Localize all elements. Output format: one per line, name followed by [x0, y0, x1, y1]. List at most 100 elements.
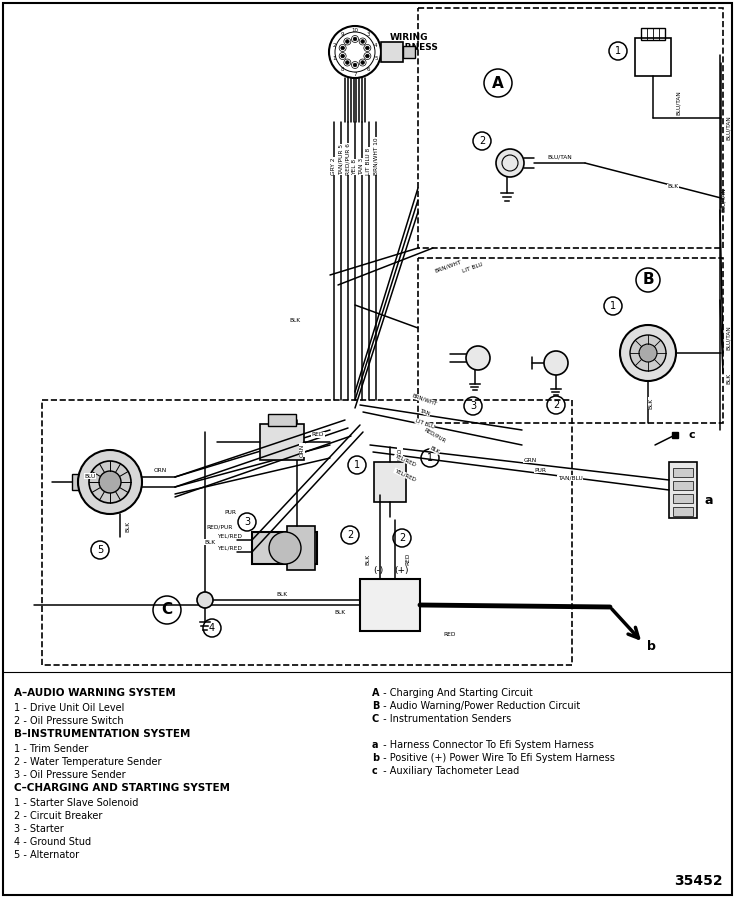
Circle shape [364, 52, 371, 59]
Text: 2: 2 [479, 136, 485, 146]
Circle shape [639, 344, 657, 362]
Text: A: A [372, 688, 379, 698]
Text: C–CHARGING AND STARTING SYSTEM: C–CHARGING AND STARTING SYSTEM [14, 783, 230, 793]
Text: 4: 4 [374, 43, 378, 48]
Text: LIT BLU: LIT BLU [415, 418, 435, 430]
Text: C: C [162, 603, 173, 618]
Text: 2 - Water Temperature Sender: 2 - Water Temperature Sender [14, 757, 162, 767]
Text: 3: 3 [244, 517, 250, 527]
Bar [641, 28, 665, 40]
Circle shape [329, 26, 381, 78]
Circle shape [89, 461, 131, 503]
Text: - Auxiliary Tachometer Lead: - Auxiliary Tachometer Lead [380, 766, 519, 776]
Circle shape [345, 40, 349, 43]
Text: B: B [372, 701, 379, 711]
Bar [673, 507, 693, 516]
Text: BRN/WHT: BRN/WHT [434, 259, 462, 273]
Bar [268, 414, 296, 426]
Text: RED/PUR: RED/PUR [207, 524, 233, 530]
Text: PUR: PUR [534, 468, 546, 472]
Circle shape [351, 36, 359, 42]
Circle shape [361, 61, 365, 65]
Text: 8: 8 [340, 67, 344, 73]
Text: B–INSTRUMENTATION SYSTEM: B–INSTRUMENTATION SYSTEM [14, 729, 190, 739]
Text: HARNESS: HARNESS [390, 43, 438, 52]
Circle shape [339, 52, 346, 59]
Text: - Instrumentation Senders: - Instrumentation Senders [380, 714, 512, 724]
Bar [72, 474, 80, 490]
Text: RED: RED [406, 553, 411, 565]
Text: BLK: BLK [204, 540, 215, 544]
Circle shape [365, 54, 369, 57]
Text: LIT BLU: LIT BLU [462, 262, 484, 274]
Bar [260, 424, 304, 460]
Circle shape [344, 59, 351, 66]
Text: 2 - Circuit Breaker: 2 - Circuit Breaker [14, 811, 102, 821]
Text: YEL/RED: YEL/RED [217, 545, 241, 550]
Text: BLU/TAN: BLU/TAN [548, 154, 573, 160]
Text: BLK: BLK [334, 611, 345, 615]
Text: YEL/RED: YEL/RED [393, 453, 417, 467]
Circle shape [359, 59, 366, 66]
Text: - Audio Warning/Power Reduction Circuit: - Audio Warning/Power Reduction Circuit [380, 701, 580, 711]
Text: 3 - Starter: 3 - Starter [14, 824, 64, 834]
Text: 2 - Oil Pressure Switch: 2 - Oil Pressure Switch [14, 716, 123, 726]
Text: c: c [689, 430, 695, 440]
Text: 2: 2 [553, 400, 559, 410]
Text: - Harness Connector To Efi System Harness: - Harness Connector To Efi System Harnes… [380, 740, 594, 750]
Text: ORN: ORN [299, 444, 304, 456]
Text: 9: 9 [340, 31, 344, 37]
Text: GRN: GRN [523, 457, 537, 462]
Text: BLU: BLU [85, 473, 96, 479]
Text: ORN: ORN [154, 468, 167, 472]
Circle shape [344, 38, 351, 45]
Text: 6: 6 [366, 67, 370, 73]
Text: 3: 3 [366, 31, 370, 37]
Circle shape [544, 351, 568, 375]
Circle shape [269, 532, 301, 564]
Text: TAN: TAN [419, 408, 431, 416]
Text: 5: 5 [374, 57, 378, 61]
Text: GRY 2: GRY 2 [331, 157, 337, 175]
Circle shape [341, 54, 345, 57]
Text: BLU/TAN: BLU/TAN [726, 116, 731, 140]
Bar [287, 526, 315, 570]
Text: 1: 1 [610, 301, 616, 311]
Text: 4: 4 [209, 623, 215, 633]
Bar [252, 532, 317, 564]
Text: YEL/RED: YEL/RED [393, 468, 417, 482]
Text: 7: 7 [354, 72, 356, 76]
Text: 1 - Drive Unit Oil Level: 1 - Drive Unit Oil Level [14, 703, 124, 713]
Text: a: a [372, 740, 379, 750]
Circle shape [99, 471, 121, 493]
Text: 4 - Ground Stud: 4 - Ground Stud [14, 837, 91, 847]
Text: 3 - Oil Pressure Sender: 3 - Oil Pressure Sender [14, 770, 126, 780]
Text: RED/PUR 6: RED/PUR 6 [345, 143, 351, 175]
Circle shape [365, 46, 369, 49]
Text: BLU/TAN: BLU/TAN [720, 188, 725, 212]
Text: RED/PUR: RED/PUR [423, 427, 447, 444]
Bar [669, 462, 697, 518]
Text: TAN/PUR 5: TAN/PUR 5 [339, 144, 343, 175]
Text: 1: 1 [615, 46, 621, 56]
Bar [673, 468, 693, 477]
Text: BLK: BLK [290, 318, 301, 322]
Circle shape [351, 61, 359, 68]
Text: YEL/RED: YEL/RED [217, 533, 241, 539]
Text: BLK: BLK [648, 398, 653, 409]
Text: 1: 1 [427, 453, 433, 463]
Circle shape [354, 63, 356, 66]
Bar [374, 462, 406, 502]
Bar [673, 481, 693, 490]
Text: b: b [372, 753, 379, 763]
Text: RED: RED [398, 448, 403, 460]
Circle shape [630, 335, 666, 371]
Circle shape [496, 149, 524, 177]
Text: 5: 5 [97, 545, 103, 555]
Text: BRN/WHT 10: BRN/WHT 10 [373, 137, 379, 175]
Text: b: b [647, 640, 656, 654]
Text: (+): (+) [395, 566, 409, 575]
Text: BLK: BLK [276, 592, 287, 596]
Bar [673, 494, 693, 503]
Circle shape [197, 592, 213, 608]
